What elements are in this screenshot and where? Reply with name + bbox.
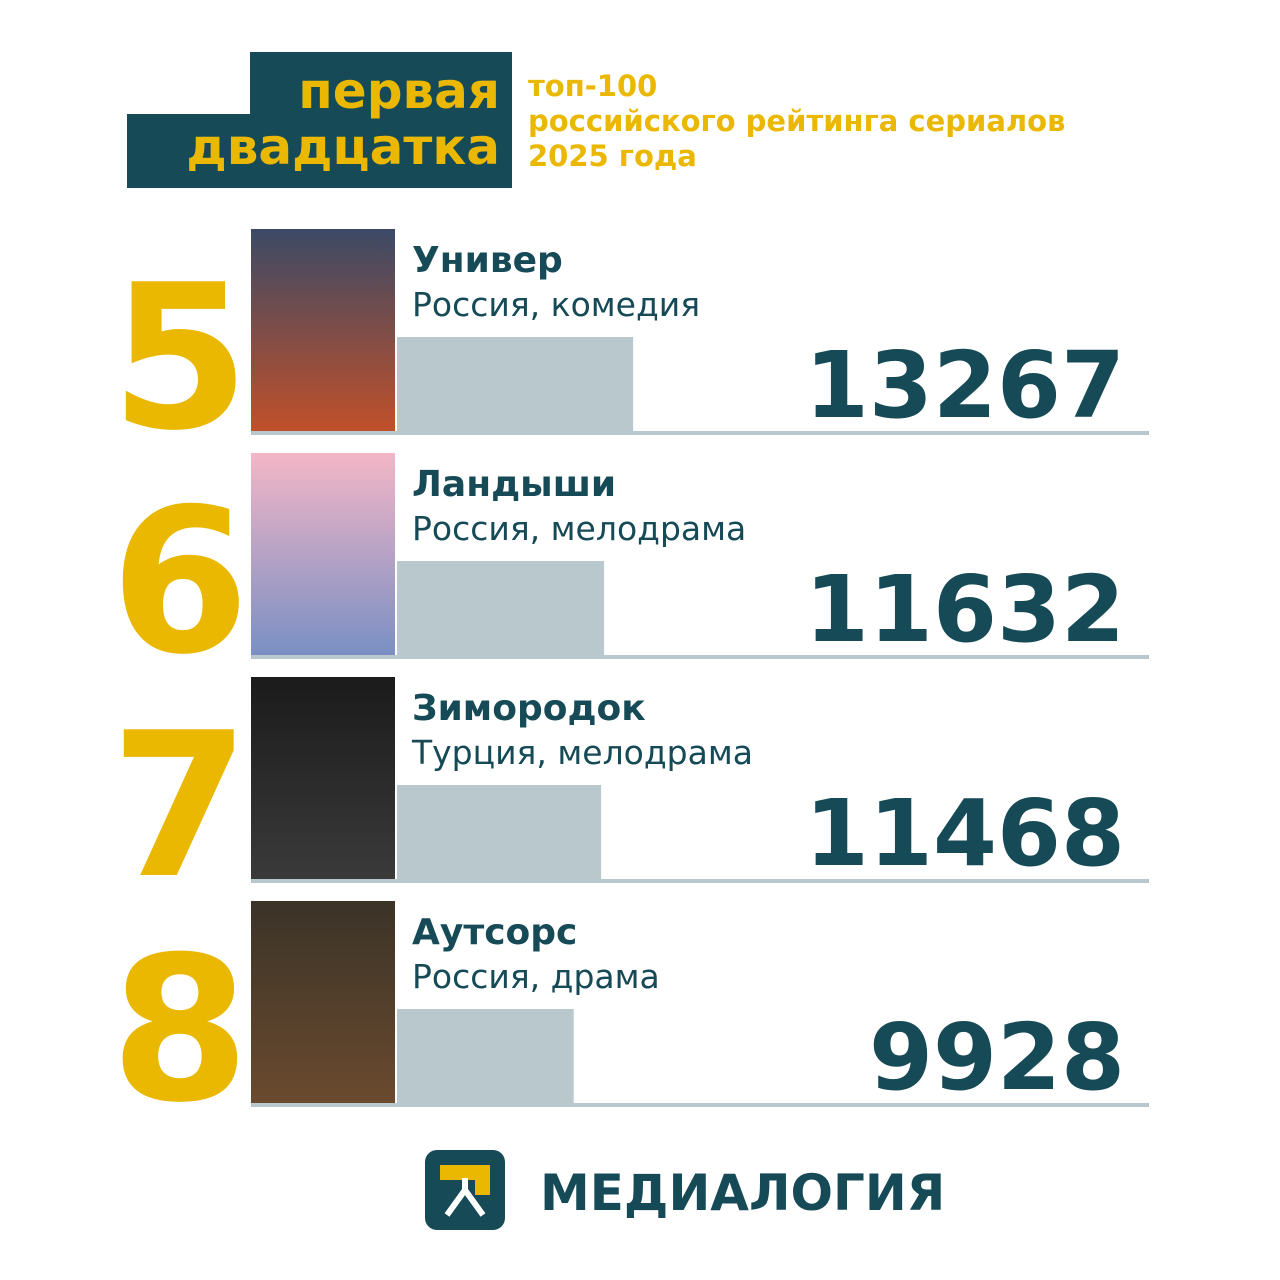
- row: 5 Универ Россия, комедия 13267: [110, 229, 1149, 475]
- item-value: 11632: [805, 556, 1125, 663]
- header-subtitle: российского рейтинга сериалов: [528, 104, 1065, 138]
- rank: 5: [110, 242, 249, 475]
- logo-shape: [444, 1178, 486, 1217]
- header-title: первая: [298, 62, 500, 120]
- item-subtitle: Турция, мелодрама: [411, 733, 753, 772]
- header-title: двадцатка: [186, 118, 500, 176]
- item-subtitle: Россия, комедия: [412, 285, 700, 324]
- rank: 6: [110, 466, 249, 699]
- baseline: [251, 431, 1149, 435]
- bar: [397, 1009, 574, 1104]
- poster: [251, 901, 395, 1103]
- row: 8 Аутсорс Россия, драма 9928: [110, 901, 1149, 1147]
- item-value: 11468: [805, 780, 1125, 887]
- item-title: Ландыши: [412, 464, 616, 505]
- rank: 8: [110, 914, 249, 1147]
- poster: [251, 229, 395, 431]
- item-subtitle: Россия, драма: [412, 957, 660, 996]
- rows: 5 Универ Россия, комедия 13267 6 Ландыши Росси…: [110, 229, 1149, 1147]
- logo-icon: [425, 1150, 505, 1230]
- poster: [251, 453, 395, 655]
- bar: [397, 785, 602, 880]
- item-title: Универ: [412, 240, 563, 281]
- item-subtitle: Россия, мелодрама: [412, 509, 746, 548]
- item-value: 9928: [869, 1004, 1125, 1111]
- item-title: Зимородок: [412, 688, 646, 729]
- poster: [251, 677, 395, 879]
- header-box: [127, 52, 512, 188]
- rank: 7: [110, 690, 249, 923]
- baseline: [251, 1103, 1149, 1107]
- bar: [397, 561, 605, 656]
- item-title: Аутсорс: [412, 912, 577, 953]
- row: 6 Ландыши Россия, мелодрама 11632: [110, 453, 1149, 699]
- logo-text: МЕДИАЛОГИЯ: [540, 1164, 945, 1222]
- header-subtitle: топ-100: [528, 69, 657, 103]
- bar: [397, 337, 634, 432]
- baseline: [251, 655, 1149, 659]
- baseline: [251, 879, 1149, 883]
- header-subtitle: 2025 года: [528, 139, 697, 173]
- row: 7 Зимородок Турция, мелодрама 11468: [110, 677, 1149, 923]
- item-value: 13267: [805, 332, 1125, 439]
